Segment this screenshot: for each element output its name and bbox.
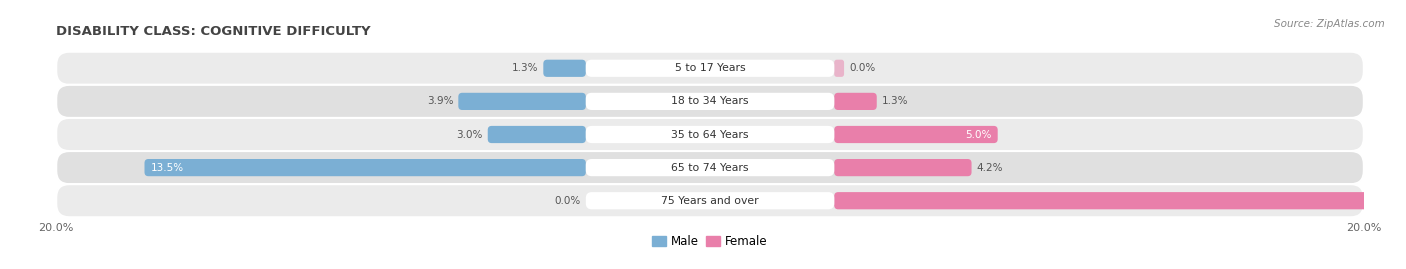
FancyBboxPatch shape xyxy=(145,159,586,176)
Text: 5 to 17 Years: 5 to 17 Years xyxy=(675,63,745,73)
FancyBboxPatch shape xyxy=(834,60,844,77)
FancyBboxPatch shape xyxy=(834,159,972,176)
FancyBboxPatch shape xyxy=(586,159,834,176)
Legend: Male, Female: Male, Female xyxy=(648,230,772,253)
FancyBboxPatch shape xyxy=(586,60,834,77)
FancyBboxPatch shape xyxy=(56,85,1364,118)
Text: 35 to 64 Years: 35 to 64 Years xyxy=(671,129,749,140)
FancyBboxPatch shape xyxy=(834,93,877,110)
FancyBboxPatch shape xyxy=(543,60,586,77)
FancyBboxPatch shape xyxy=(56,184,1364,217)
FancyBboxPatch shape xyxy=(586,126,834,143)
FancyBboxPatch shape xyxy=(56,118,1364,151)
FancyBboxPatch shape xyxy=(56,52,1364,85)
FancyBboxPatch shape xyxy=(458,93,586,110)
FancyBboxPatch shape xyxy=(488,126,586,143)
Text: 75 Years and over: 75 Years and over xyxy=(661,196,759,206)
Text: 5.0%: 5.0% xyxy=(965,129,991,140)
Text: 18 to 34 Years: 18 to 34 Years xyxy=(671,96,749,107)
Text: 3.9%: 3.9% xyxy=(427,96,453,107)
Text: 3.0%: 3.0% xyxy=(457,129,482,140)
Text: 1.3%: 1.3% xyxy=(882,96,908,107)
Text: 65 to 74 Years: 65 to 74 Years xyxy=(671,162,749,173)
Text: 1.3%: 1.3% xyxy=(512,63,538,73)
FancyBboxPatch shape xyxy=(586,192,834,209)
FancyBboxPatch shape xyxy=(834,126,998,143)
FancyBboxPatch shape xyxy=(56,151,1364,184)
FancyBboxPatch shape xyxy=(834,192,1403,209)
Text: 0.0%: 0.0% xyxy=(849,63,875,73)
Text: DISABILITY CLASS: COGNITIVE DIFFICULTY: DISABILITY CLASS: COGNITIVE DIFFICULTY xyxy=(56,26,371,38)
Text: Source: ZipAtlas.com: Source: ZipAtlas.com xyxy=(1274,19,1385,29)
Text: 4.2%: 4.2% xyxy=(976,162,1002,173)
FancyBboxPatch shape xyxy=(586,93,834,110)
Text: 13.5%: 13.5% xyxy=(150,162,184,173)
Text: 0.0%: 0.0% xyxy=(554,196,581,206)
Text: 17.4%: 17.4% xyxy=(1364,196,1396,206)
